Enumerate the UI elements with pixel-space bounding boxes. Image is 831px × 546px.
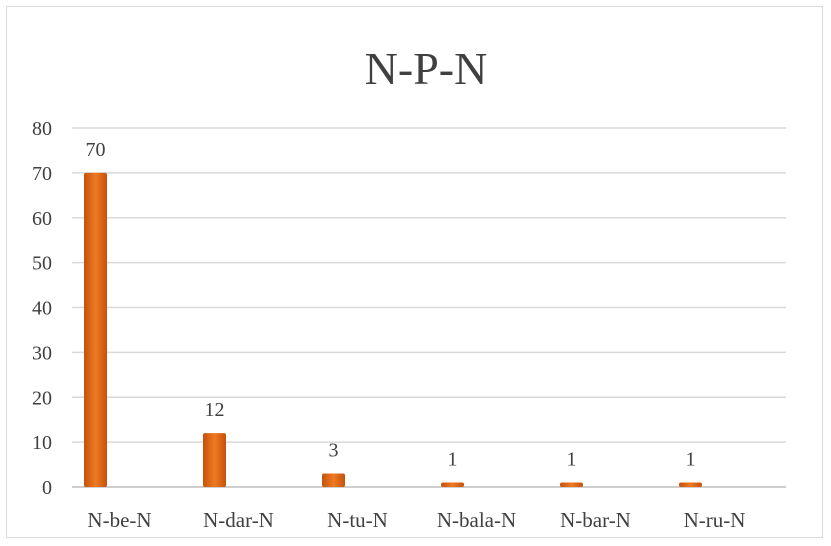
chart-frame <box>6 6 823 538</box>
bar-N-ru-N <box>679 482 702 487</box>
bars <box>84 172 702 487</box>
data-label: 1 <box>448 449 458 471</box>
y-tick-label: 20 <box>32 387 52 409</box>
chart-title: N-P-N <box>365 43 488 94</box>
x-tick-label: N-bala-N <box>437 508 516 532</box>
bar-N-dar-N <box>203 433 226 487</box>
y-tick-label: 40 <box>32 298 52 320</box>
y-tick-label: 60 <box>32 208 52 230</box>
y-tick-label: 10 <box>32 432 52 454</box>
x-tick-label: N-tu-N <box>327 508 388 532</box>
x-tick-label: N-bar-N <box>560 508 631 532</box>
x-tick-label: N-be-N <box>87 508 151 532</box>
y-tick-label: 80 <box>32 118 52 140</box>
bar-N-be-N <box>84 172 107 487</box>
data-label: 70 <box>86 139 106 161</box>
data-labels: 70 12 3 1 1 1 <box>86 139 696 471</box>
x-tick-label: N-dar-N <box>203 508 274 532</box>
bar-N-bar-N <box>560 482 583 487</box>
y-tick-label: 70 <box>32 163 52 185</box>
x-tick-label: N-ru-N <box>684 508 746 532</box>
bar-N-bala-N <box>441 482 464 487</box>
x-axis-labels: N-be-N N-dar-N N-tu-N N-bala-N N-bar-N N-ru-N <box>87 508 745 532</box>
y-axis-ticks: 0 10 20 30 40 50 60 70 80 <box>32 118 52 499</box>
data-label: 1 <box>567 449 577 471</box>
data-label: 12 <box>205 399 225 421</box>
y-tick-label: 0 <box>42 477 52 499</box>
y-tick-label: 50 <box>32 253 52 275</box>
y-tick-label: 30 <box>32 342 52 364</box>
bar-N-tu-N <box>322 473 345 487</box>
data-label: 1 <box>686 449 696 471</box>
data-label: 3 <box>329 440 339 462</box>
gridlines <box>72 127 786 488</box>
